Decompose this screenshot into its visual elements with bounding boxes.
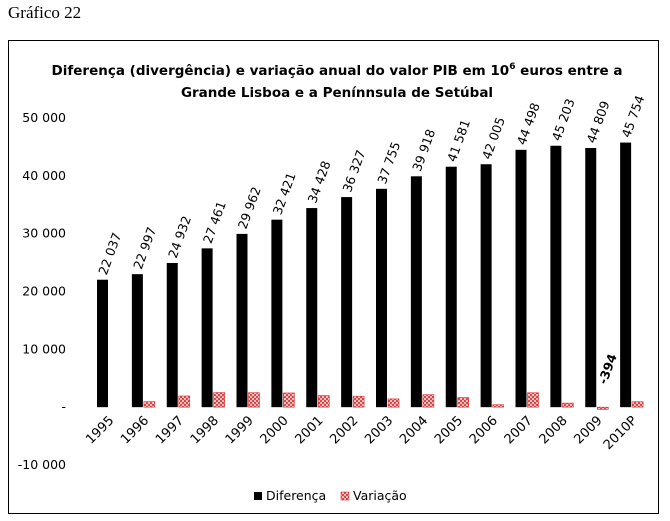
bar-diferenca-2008 [550,145,562,408]
data-label-diferenca-1997: 24 932 [165,214,194,260]
bar-diferenca-2010P [620,142,632,408]
x-tick-label-1998: 1998 [188,413,222,447]
bar-diferenca-2005 [445,166,457,408]
data-label-diferenca-2004: 39 918 [409,127,438,173]
legend-swatch-diferenca [254,492,262,500]
chart-title-line-1: Diferença (divergência) e variação anual… [52,62,623,79]
bar-variacao-1998 [213,392,225,408]
chart-svg: Diferença (divergência) e variação anual… [18,62,648,503]
y-tick-label: 10 000 [22,341,66,356]
bar-variacao-1997 [178,395,191,408]
bar-diferenca-2006 [480,164,492,408]
bar-variacao-2010P [631,401,644,408]
bar-variacao-2009 [596,406,609,410]
y-tick-label: - [61,399,66,414]
bar-variacao-1999 [248,392,260,408]
bar-variacao-2000 [283,392,295,408]
data-label-diferenca-2010P: 45 754 [618,93,647,139]
legend: Diferença Variação [254,488,407,503]
data-label-diferenca-1996: 22 997 [130,225,159,271]
x-tick-label-2010P: 2010P [601,413,641,453]
bar-variacao-2007 [527,392,539,408]
data-label-diferenca-2002: 36 327 [339,148,368,194]
bar-diferenca-1997 [166,262,178,408]
legend-label-variacao: Variação [353,488,407,503]
x-tick-label-1995: 1995 [83,413,117,447]
x-tick-label-1996: 1996 [118,413,152,447]
bar-diferenca-2003 [376,188,387,408]
data-label-diferenca-1995: 22 037 [95,231,124,277]
data-label-diferenca-2000: 32 421 [270,170,299,216]
figure-caption: Gráfico 22 [8,3,82,22]
y-tick-label: 30 000 [22,226,66,241]
bar-diferenca-2007 [515,149,527,408]
data-label-diferenca-2006: 42 005 [479,115,508,161]
x-tick-label-2006: 2006 [467,413,501,447]
legend-swatch-variacao [340,491,350,501]
bar-diferenca-2004 [410,176,422,408]
x-tick-label-1999: 1999 [223,413,257,447]
data-label-diferenca-1998: 27 461 [200,199,229,245]
x-tick-label-2003: 2003 [362,413,396,447]
x-tick-label-2007: 2007 [502,413,536,447]
bar-diferenca-2002 [341,197,353,408]
legend-label-diferenca: Diferença [266,488,326,503]
bar-variacao-2001 [317,395,330,408]
bar-diferenca-1996 [131,274,143,408]
bar-variacao-2003 [387,398,400,408]
x-tick-label-2005: 2005 [432,413,466,447]
plot-area [97,142,644,410]
y-tick-label: 20 000 [22,284,66,299]
x-tick-label-2001: 2001 [293,413,327,447]
x-tick-label-2008: 2008 [537,413,571,447]
bar-variacao-2006 [492,404,504,408]
bar-diferenca-2000 [271,219,283,408]
bar-diferenca-1998 [201,248,213,408]
data-label-diferenca-2008: 45 203 [549,97,578,143]
chart-frame: Diferença (divergência) e variação anual… [8,40,659,514]
bar-diferenca-2001 [306,208,318,408]
data-label-diferenca-2007: 44 498 [514,101,543,147]
bar-diferenca-2009 [585,148,597,408]
x-tick-label-1997: 1997 [153,413,187,447]
data-label-diferenca-2009: 44 809 [583,99,612,145]
y-tick-label: -10 000 [18,457,66,472]
data-label-diferenca-2001: 34 428 [304,159,333,205]
data-label-diferenca-2003: 37 755 [374,140,403,186]
data-label-diferenca-1999: 29 962 [235,185,264,231]
x-tick-label-2004: 2004 [397,413,431,447]
bar-variacao-2004 [422,394,435,408]
y-tick-label: 50 000 [22,110,66,125]
data-label-diferenca-2005: 41 581 [444,117,473,163]
data-label-variacao-2009: -394 [595,351,620,386]
bar-variacao-2008 [562,402,574,408]
x-tick-label-2000: 2000 [258,413,292,447]
bar-variacao-2002 [352,395,365,408]
x-tick-label-2002: 2002 [327,413,361,447]
chart-title-line-2: Grande Lisboa e a Penínnsula de Setúbal [181,85,493,101]
x-axis: 1995 1996 1997 1998 1999 2000 2001 2002 2003 2004… [83,413,640,453]
bar-diferenca-1995 [97,279,108,408]
bar-variacao-2005 [457,397,470,408]
bar-diferenca-1999 [236,233,248,408]
data-labels: 22 037 22 997 24 932 27 461 29 962 32 421 34 4… [95,93,647,386]
y-tick-label: 40 000 [22,168,66,183]
bar-variacao-1996 [143,401,156,408]
